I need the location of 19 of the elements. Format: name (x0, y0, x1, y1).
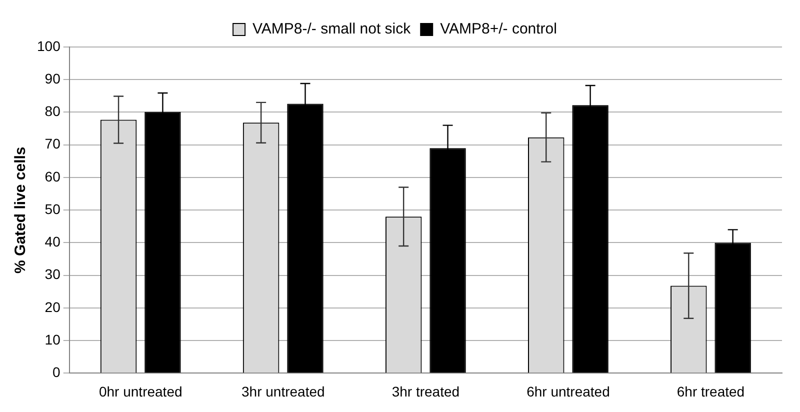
legend-label: VAMP8-/- small not sick (252, 20, 412, 38)
y-tick-label: 10 (44, 331, 61, 348)
y-tick-label: 60 (44, 168, 61, 184)
y-tick-label: 50 (44, 200, 61, 217)
y-tick-label: 30 (44, 266, 61, 282)
y-tick-label: 70 (44, 136, 61, 152)
y-tick-label: 100 (37, 38, 61, 54)
y-tick-label: 20 (44, 298, 61, 315)
legend-label: VAMP8+/- control (440, 20, 557, 38)
y-tick-label: 40 (44, 234, 61, 250)
x-tick-label: 3hr untreated (242, 383, 325, 400)
x-tick-label: 6hr treated (676, 383, 745, 400)
y-tick-label: 90 (44, 70, 61, 86)
x-tick-label: 6hr untreated (526, 383, 610, 400)
y-axis-title: % Gated live cells (12, 146, 30, 274)
x-tick-label: 3hr treated (392, 383, 460, 400)
y-tick-label: 0 (52, 364, 61, 380)
x-tick-label: 0hr untreated (98, 383, 182, 400)
y-tick-label: 80 (44, 103, 61, 120)
